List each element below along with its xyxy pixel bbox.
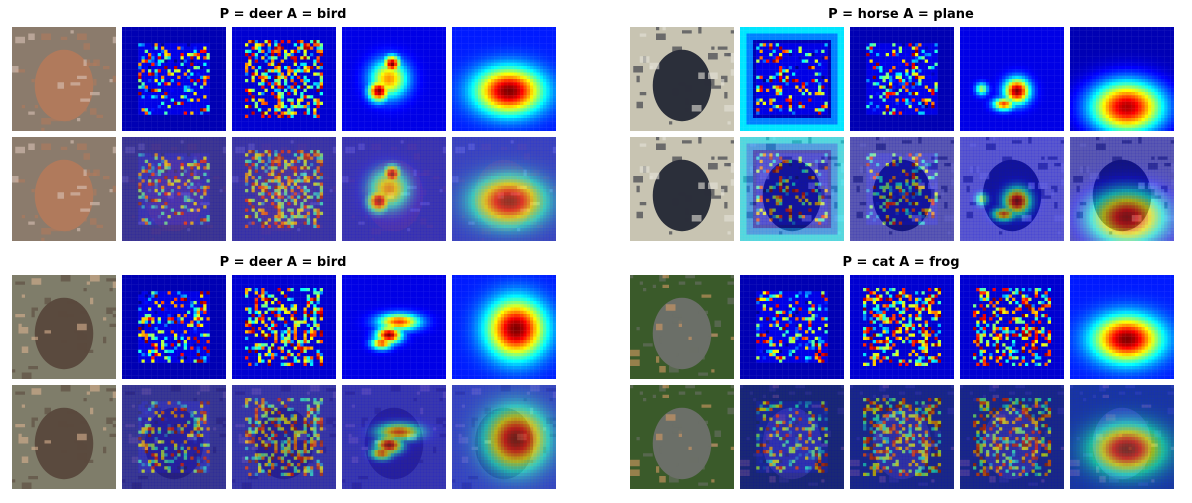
input-image — [12, 27, 116, 131]
attention-overlay — [342, 385, 446, 489]
attention-overlay — [740, 137, 844, 241]
attention-overlay — [1070, 137, 1174, 241]
attention-overlay — [122, 385, 226, 489]
input-image — [630, 27, 734, 131]
attention-overlay — [232, 137, 336, 241]
panel-title: P = horse A = plane — [630, 4, 1172, 26]
attention-overlay — [1070, 385, 1174, 489]
grad-cam-panel: P = horse A = plane — [630, 4, 1174, 241]
attention-heatmap — [452, 27, 556, 131]
attention-heatmap — [960, 27, 1064, 131]
input-image — [12, 137, 116, 241]
overlay-row — [630, 137, 1174, 241]
attention-overlay — [122, 137, 226, 241]
attention-heatmap — [232, 275, 336, 379]
attention-heatmap — [850, 27, 954, 131]
attention-heatmap — [342, 27, 446, 131]
grad-cam-panel: P = deer A = bird — [12, 252, 556, 489]
overlay-row — [12, 137, 556, 241]
attention-overlay — [960, 137, 1064, 241]
overlay-row — [12, 385, 556, 489]
attention-heatmap — [1070, 27, 1174, 131]
attention-overlay — [232, 385, 336, 489]
attention-heatmap — [342, 275, 446, 379]
attention-heatmap — [1070, 275, 1174, 379]
heatmap-row — [630, 27, 1174, 131]
attention-overlay — [452, 385, 556, 489]
attention-heatmap — [740, 275, 844, 379]
attention-heatmap — [960, 275, 1064, 379]
heatmap-row — [12, 275, 556, 379]
attention-heatmap — [850, 275, 954, 379]
heatmap-row — [630, 275, 1174, 379]
input-image — [630, 137, 734, 241]
heatmap-row — [12, 27, 556, 131]
panel-title: P = deer A = bird — [12, 252, 554, 274]
attention-overlay — [960, 385, 1064, 489]
input-image — [12, 385, 116, 489]
panel-title: P = deer A = bird — [12, 4, 554, 26]
input-image — [12, 275, 116, 379]
attention-overlay — [452, 137, 556, 241]
input-image — [630, 385, 734, 489]
grad-cam-panel: P = deer A = bird — [12, 4, 556, 241]
attention-overlay — [850, 137, 954, 241]
attention-overlay — [850, 385, 954, 489]
attention-heatmap — [232, 27, 336, 131]
attention-overlay — [740, 385, 844, 489]
attention-overlay — [342, 137, 446, 241]
attention-heatmap — [122, 275, 226, 379]
attention-heatmap — [452, 275, 556, 379]
attention-heatmap — [740, 27, 844, 131]
overlay-row — [630, 385, 1174, 489]
input-image — [630, 275, 734, 379]
panel-title: P = cat A = frog — [630, 252, 1172, 274]
attention-heatmap — [122, 27, 226, 131]
grad-cam-panel: P = cat A = frog — [630, 252, 1174, 489]
